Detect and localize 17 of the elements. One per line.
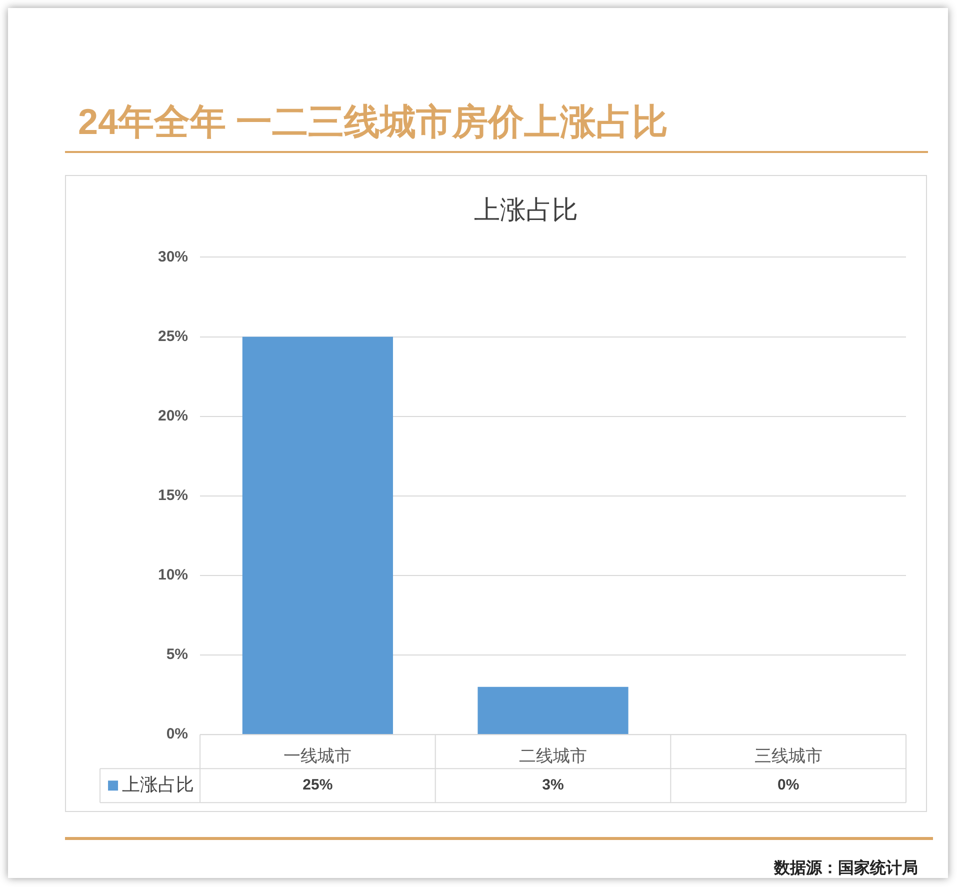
x-tick-label: 一线城市 [284,746,352,766]
y-tick-label: 20% [158,407,188,424]
y-tick-label: 15% [158,487,188,504]
y-tick-label: 5% [166,646,188,664]
chart-title: 24年全年 一二三线城市房价上涨占比 [78,100,668,144]
y-tick-label: 0% [166,726,188,743]
data-label: 0% [777,776,800,794]
text: 数据源：国家统计局 [774,858,918,879]
x-tick-label: 二线城市 [519,746,588,766]
y-tick-label: 30% [158,248,188,266]
chart-subtitle: 上涨占比 [474,195,578,224]
data-label: 3% [542,776,564,794]
data-label: 25% [302,776,333,794]
x-tick-label: 三线城市 [754,746,822,766]
legend-label: 上涨占比 [122,774,194,794]
y-tick-label: 10% [158,566,188,584]
y-tick-label: 25% [158,328,188,345]
